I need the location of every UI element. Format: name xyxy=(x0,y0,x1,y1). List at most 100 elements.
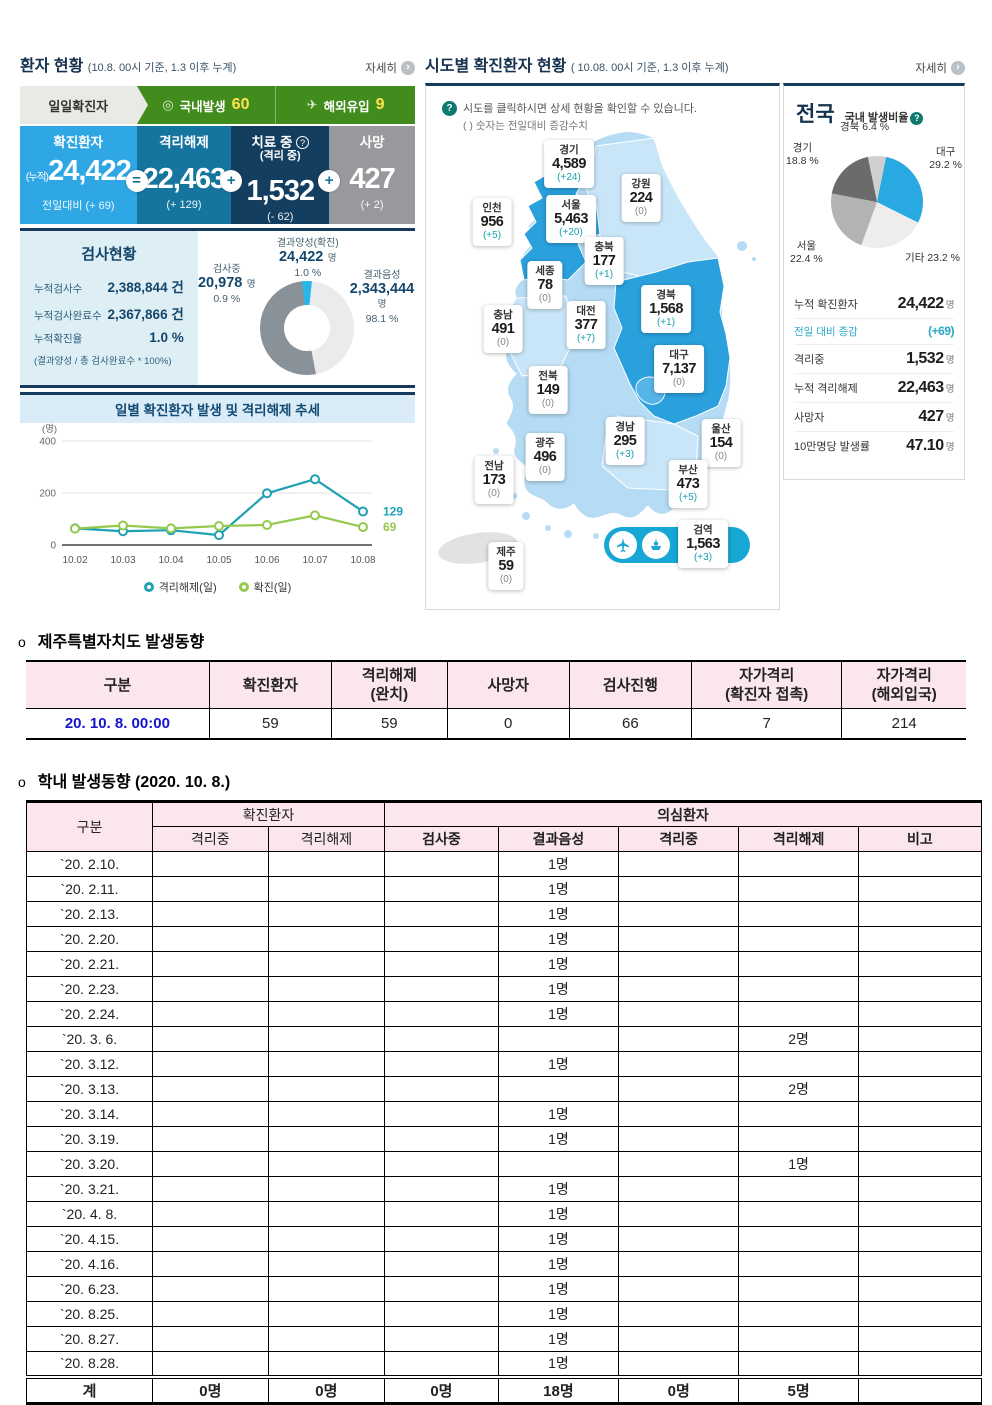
svg-text:400: 400 xyxy=(39,437,56,448)
map-region-card[interactable]: 대전 377 (+7) xyxy=(566,301,606,349)
map-region-card[interactable]: 전북 149 (0) xyxy=(528,366,568,414)
school-row-date: `20. 3.14. xyxy=(25,1101,154,1127)
donut-testing-name: 검사중 xyxy=(212,264,241,275)
school-row-cell xyxy=(618,1201,740,1227)
map-region-card[interactable]: 충남 491 (0) xyxy=(483,305,523,353)
airplane-icon xyxy=(609,531,637,559)
map-hint: ? 시도를 클릭하시면 상세 현황을 확인할 수 있습니다. xyxy=(442,100,779,116)
school-row-date: `20. 2.10. xyxy=(25,851,154,877)
question-icon[interactable]: ? xyxy=(910,112,924,125)
map-region-card[interactable]: 경북 1,568 (+1) xyxy=(641,285,691,333)
trend-chart-panel: 일별 확진환자 발생 및 격리해제 추세 0 200 400 (명) 10.02 10.0… xyxy=(20,392,415,600)
map-region-card[interactable]: 경남 295 (+3) xyxy=(605,417,645,465)
school-row-cell xyxy=(618,1051,740,1077)
help-question-icon[interactable]: ? xyxy=(296,136,310,149)
school-row-cell: 1명 xyxy=(497,1126,620,1152)
school-row-cell: 1명 xyxy=(497,1001,620,1027)
school-row-cell xyxy=(738,1351,859,1377)
school-row-cell xyxy=(267,1301,386,1327)
patient-status-subtitle: (10.8. 00시 기준, 1.3 이후 누계) xyxy=(87,62,237,74)
map-region-card[interactable]: 부산 473 (+5) xyxy=(668,460,708,508)
jeju-header-line: 자가격리 xyxy=(876,667,932,684)
school-table-row: `20. 6.23. 1명 xyxy=(25,1276,983,1302)
tab-daily-confirmed[interactable]: 일일확진자 xyxy=(20,86,147,124)
school-row-cell xyxy=(384,1101,499,1127)
map-region-card[interactable]: 전남 173 (0) xyxy=(474,456,514,504)
stat-value: 22,463 명 xyxy=(897,379,955,396)
region-delta: (+5) xyxy=(678,492,698,503)
region-confirmed-count: 1,568 xyxy=(649,301,683,317)
map-region-card[interactable]: 경기 4,589 (+24) xyxy=(544,140,594,188)
map-region-card[interactable]: 대구 7,137 (0) xyxy=(654,345,704,393)
school-row-cell xyxy=(738,851,859,877)
region-confirmed-count: 5,463 xyxy=(554,211,588,227)
school-row-cell: 1명 xyxy=(497,1226,620,1252)
jeju-cell-selfq-overseas: 214 xyxy=(841,708,966,739)
daily-tabs: 일일확진자 ◎ 국내발생 60 ✈ 해외유입 9 xyxy=(20,86,415,124)
jeju-table: 구분 확진환자 격리해제 (완치) 사망자 검사진행 자가격리 (확진자 접촉) 자가격리 (해외… xyxy=(26,660,966,740)
map-region-card[interactable]: 서울 5,463 (+20) xyxy=(546,195,596,243)
jeju-data-row: 20. 10. 8. 00:00 59 59 0 66 7 214 xyxy=(26,708,966,739)
legend-item: 격리해제(일) xyxy=(143,579,217,595)
school-row-cell xyxy=(152,951,269,977)
school-row-cell xyxy=(384,1051,499,1077)
region-delta: (+24) xyxy=(557,172,581,183)
map-region-card[interactable]: 충북 177 (+1) xyxy=(584,237,624,285)
donut-label-positive: 결과양성(확진) 24,422 명 1.0 % xyxy=(248,235,368,280)
regional-title-text: 시도별 확진환자 현황 xyxy=(425,58,567,75)
school-table-row: `20. 8.27. 1명 xyxy=(25,1326,983,1352)
school-table-row: `20. 2.11. 1명 xyxy=(25,876,983,902)
school-row-date: `20. 2.11. xyxy=(25,876,154,902)
stat-label: 누적 확진환자 xyxy=(794,299,858,311)
region-confirmed-count: 473 xyxy=(676,476,700,492)
region-name: 광주 xyxy=(535,437,555,449)
regional-more-link[interactable]: 자세히 › xyxy=(915,60,965,76)
svg-text:10.08: 10.08 xyxy=(350,555,375,566)
imported-label: 해외유입 xyxy=(323,99,370,114)
school-table-row: `20. 4. 8. 1명 xyxy=(25,1201,983,1227)
jeju-header-line: 자가격리 xyxy=(739,667,795,684)
region-confirmed-count: 295 xyxy=(613,433,637,449)
school-row-cell: 1명 xyxy=(497,1301,620,1327)
svg-text:200: 200 xyxy=(39,489,56,500)
school-row-cell xyxy=(857,1326,983,1352)
school-row-cell xyxy=(738,1126,859,1152)
national-pie-chart: 경북 6.4 % 대구 29.2 % 기타 23.2 % 서울 22.4 % 경기 1… xyxy=(784,121,964,286)
school-row-cell xyxy=(618,1151,740,1177)
jeju-cell-confirmed: 59 xyxy=(208,708,332,739)
school-row-date: `20. 4.15. xyxy=(25,1226,154,1252)
school-row-cell xyxy=(152,851,269,877)
map-region-card[interactable]: 세종 78 (0) xyxy=(527,261,563,309)
school-row-cell xyxy=(857,851,983,877)
map-region-card[interactable]: 광주 496 (0) xyxy=(525,433,565,481)
patient-status-title-text: 환자 현황 xyxy=(20,58,84,75)
tab-imported[interactable]: ✈ 해외유입 9 xyxy=(275,86,415,124)
card-released-value: 22,463 xyxy=(142,163,227,195)
school-row-cell xyxy=(152,901,269,927)
map-region-card[interactable]: 검역 1,563 (+3) xyxy=(678,520,728,568)
school-row-cell xyxy=(152,1226,269,1252)
map-region-card[interactable]: 울산 154 (0) xyxy=(701,419,741,467)
school-row-cell xyxy=(384,1201,499,1227)
pie-chart xyxy=(831,156,923,248)
map-region-card[interactable]: 인천 956 (+5) xyxy=(472,198,512,246)
dashboard: 환자 현황 (10.8. 00시 기준, 1.3 이후 누계) 자세히 › 일일… xyxy=(0,0,992,618)
donut-positive-pct: 1.0 % xyxy=(294,267,322,279)
school-row-cell xyxy=(152,1201,269,1227)
region-name: 경남 xyxy=(615,421,635,433)
patient-status-more-link[interactable]: 자세히 › xyxy=(365,60,415,76)
test-row-label: 누적검사수 xyxy=(34,283,83,295)
school-row-cell: 2명 xyxy=(738,1076,859,1102)
card-in-treatment-sub: (- 62) xyxy=(267,211,294,223)
school-row-cell: 1명 xyxy=(497,1051,620,1077)
trend-legend: 격리해제(일) 확진(일) xyxy=(20,579,415,595)
school-row-cell: 1명 xyxy=(497,851,620,877)
region-delta: (0) xyxy=(634,206,648,217)
stat-unit: 명 xyxy=(943,355,955,366)
school-row-cell xyxy=(267,1026,386,1052)
region-name: 서울 xyxy=(561,199,581,211)
map-region-card[interactable]: 강원 224 (0) xyxy=(621,174,661,222)
map-region-card[interactable]: 제주 59 (0) xyxy=(488,542,524,590)
tab-domestic[interactable]: ◎ 국내발생 60 xyxy=(137,86,276,124)
school-row-cell: 1명 xyxy=(497,1351,620,1377)
